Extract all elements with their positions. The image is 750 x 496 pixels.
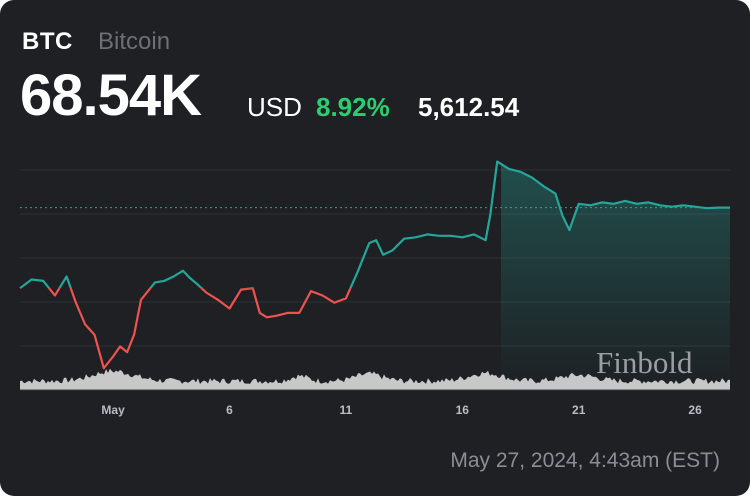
current-price: 68.54K (20, 63, 202, 128)
watermark-logo: Finbold (596, 345, 693, 380)
x-tick-label: 6 (226, 403, 233, 417)
change-percent: 8.92% (316, 92, 390, 122)
x-tick-label: 26 (688, 403, 702, 417)
currency-label: USD (247, 92, 302, 122)
change-absolute: 5,612.54 (418, 92, 520, 122)
price-line-down (19, 288, 352, 370)
x-axis-ticks: May 6 11 16 21 26 (101, 403, 702, 417)
x-tick-label: 11 (340, 403, 353, 417)
ticker-symbol: BTC (22, 28, 73, 55)
x-tick-label: 21 (572, 403, 586, 417)
x-tick-label: May (101, 403, 125, 417)
asset-name: Bitcoin (98, 28, 171, 55)
price-line-up (19, 160, 730, 289)
timestamp: May 27, 2024, 4:43am (EST) (450, 449, 720, 472)
x-tick-label: 16 (456, 403, 470, 417)
